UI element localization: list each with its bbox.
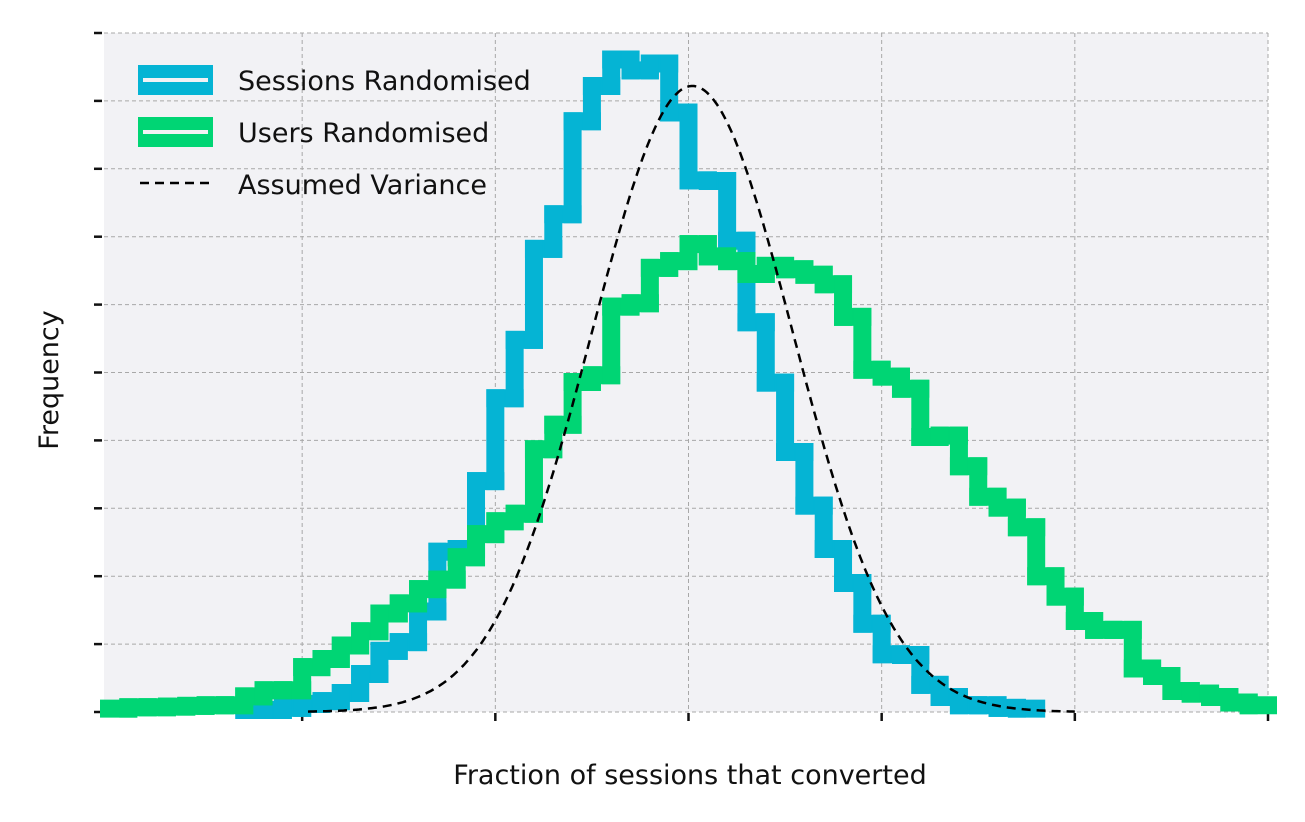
legend: Sessions Randomised Users Randomised Ass…: [138, 65, 531, 201]
series-1-steps: [100, 235, 1277, 718]
assumed-variance-curve: [307, 84, 1075, 713]
legend-entry-sessions: Sessions Randomised: [138, 65, 531, 97]
legend-label-users: Users Randomised: [238, 118, 489, 149]
series-layer: [100, 50, 1277, 719]
legend-entry-users: Users Randomised: [138, 117, 489, 149]
legend-label-assumed-variance: Assumed Variance: [238, 170, 487, 201]
legend-label-sessions: Sessions Randomised: [238, 66, 531, 97]
y-axis-label: Frequency: [34, 310, 65, 450]
x-axis-label: Fraction of sessions that converted: [453, 760, 926, 791]
axis-ticks: [94, 31, 1270, 721]
legend-entry-assumed-variance: Assumed Variance: [140, 170, 487, 201]
